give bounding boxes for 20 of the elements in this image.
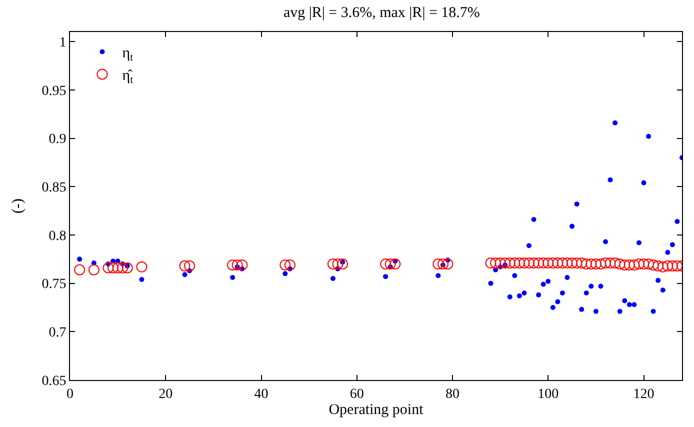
legend-label: η̂$_{t}$ (122, 68, 134, 86)
y-tick-label: 0.95 (42, 84, 66, 99)
x-tick-label: 0 (66, 386, 74, 402)
y-tick-label: 1 (59, 36, 66, 51)
y-tick-label: 0.65 (42, 374, 66, 389)
x-tick-label: 40 (254, 386, 268, 402)
legend-label: η$_{t}$ (122, 46, 134, 64)
y-tick-label: 0.8 (48, 228, 66, 244)
y-tick-label: 0.85 (42, 180, 66, 196)
x-tick-label: 100 (538, 386, 559, 402)
x-tick-label: 120 (633, 386, 654, 402)
chart-title: avg |R| = 3.6%, max |R| = 18.7% (283, 4, 480, 21)
y-tick-label: 0.75 (42, 277, 66, 292)
x-tick-label: 60 (350, 386, 364, 402)
x-tick-label: 80 (446, 386, 460, 402)
x-tick-label: 20 (158, 386, 173, 402)
x-axis-title: Operating point (328, 402, 424, 418)
y-axis-title: (-) (10, 198, 26, 214)
y-tick-label: 0.9 (48, 132, 66, 148)
y-tick-label: 0.7 (48, 326, 66, 341)
